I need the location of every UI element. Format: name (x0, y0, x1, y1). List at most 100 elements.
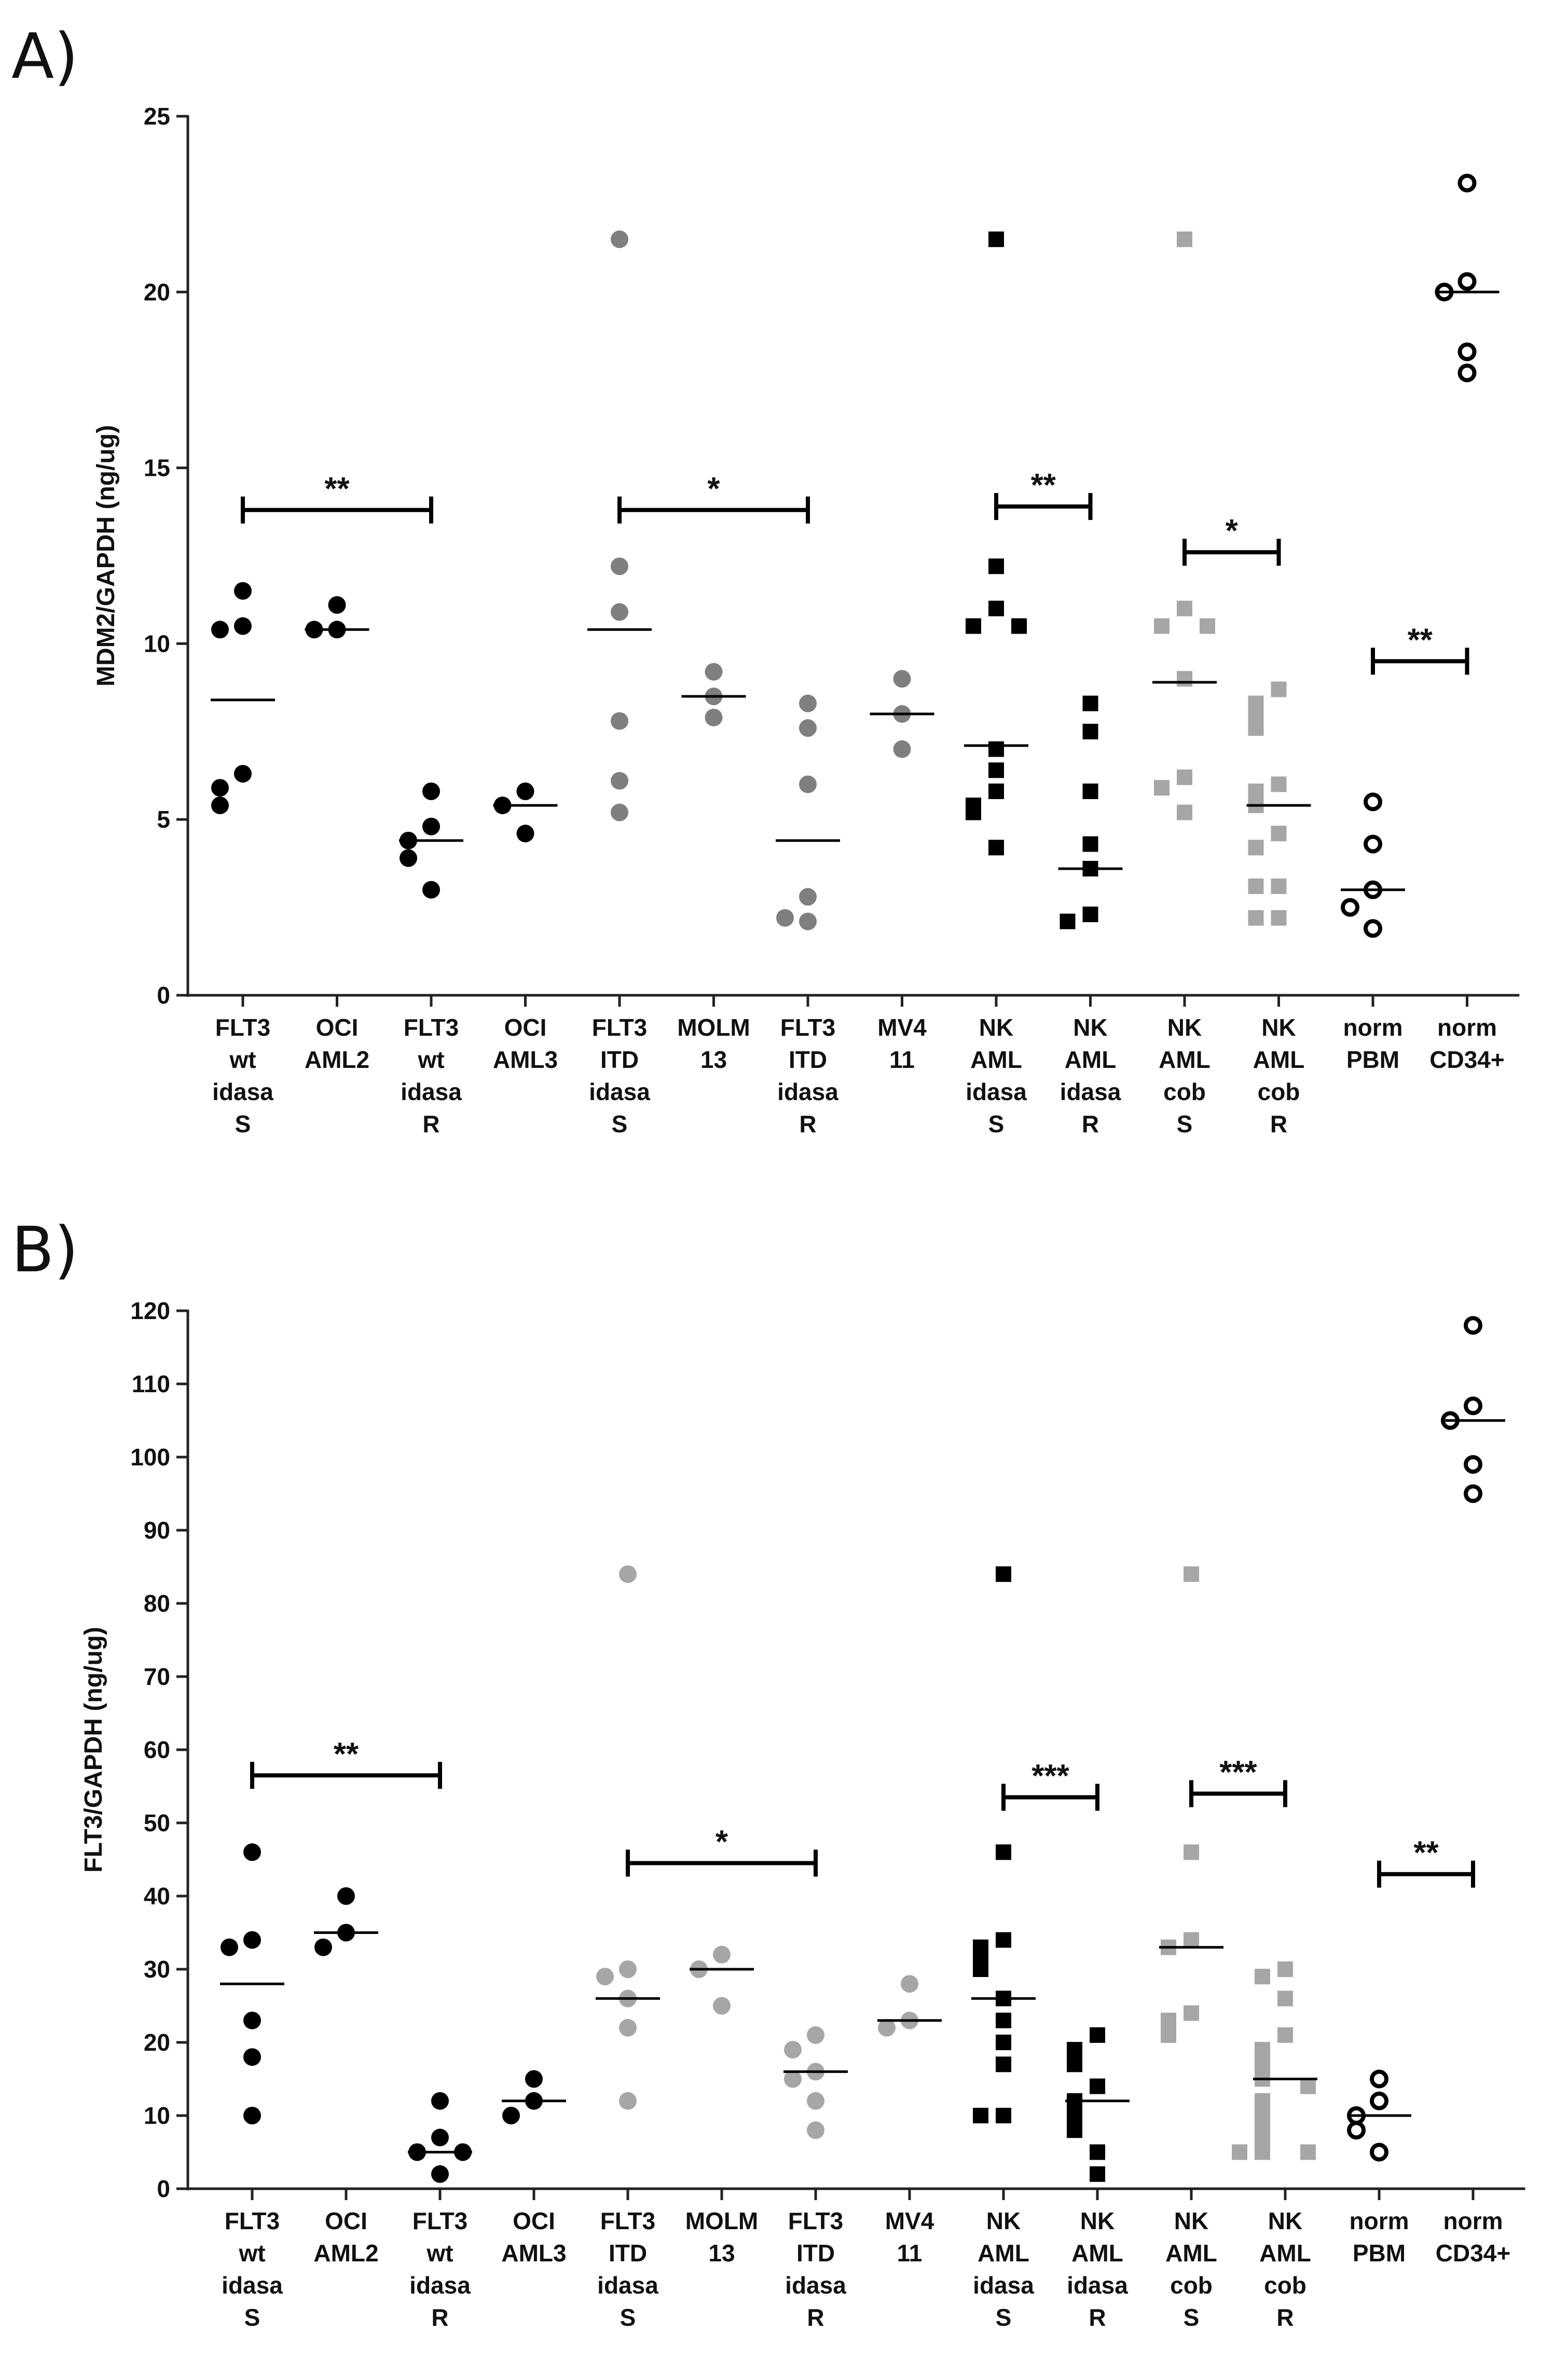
data-point-square (996, 2035, 1011, 2050)
data-point-circle (807, 2092, 824, 2110)
data-point-square (1177, 671, 1192, 687)
data-point-square (1082, 723, 1098, 739)
data-point-circle (243, 1843, 261, 1861)
data-point-square (1082, 907, 1098, 923)
panel-b-letter: B) (11, 1214, 79, 1286)
data-point-square (1248, 878, 1264, 894)
y-tick-label: 10 (144, 630, 170, 657)
x-category-label: S (1177, 1110, 1193, 1137)
x-category-label: FLT3 (788, 2207, 843, 2234)
x-category-label: AML (1253, 1046, 1305, 1073)
chart-a-mdm2: 0 5 10 15 20 25 MDM2/GAPDH (ng/ug) FLT3 wt idasa S… (92, 103, 1520, 1137)
data-point-square (1161, 2027, 1176, 2043)
data-point-square (988, 762, 1004, 778)
y-tick-label: 50 (144, 1809, 170, 1836)
data-point-open-circle (1457, 342, 1477, 361)
x-category-label: AML3 (493, 1046, 558, 1073)
x-category-label: idasa (597, 2272, 658, 2299)
x-category-label: idasa (1060, 1078, 1121, 1105)
x-category-label: AML (1159, 1046, 1211, 1073)
data-point-open-circle (1370, 2069, 1388, 2089)
data-point-square (1161, 2012, 1176, 2028)
data-point-circle (776, 909, 794, 927)
data-point-circle (431, 2165, 449, 2183)
data-point-circle (211, 779, 229, 797)
data-point-square (1255, 2144, 1270, 2160)
data-point-circle (713, 1997, 731, 2015)
data-point-square (1184, 1932, 1199, 1948)
x-category-label: idasa (222, 2272, 283, 2299)
y-tick-label: 25 (144, 103, 170, 130)
data-point-circle (799, 775, 817, 793)
x-category-label: FLT3 (215, 1014, 270, 1041)
data-point-square (1067, 2056, 1082, 2072)
data-point-circle (807, 2026, 824, 2044)
data-point-square (1271, 826, 1287, 842)
x-category-label: norm (1350, 2207, 1409, 2234)
data-point-square (1090, 2078, 1105, 2094)
x-category-label: R (431, 2304, 448, 2331)
data-point-square (1255, 2108, 1270, 2123)
y-axis-label: FLT3/GAPDH (ng/ug) (80, 1627, 107, 1873)
data-point-open-circle (1464, 1484, 1482, 1503)
data-point-circle (807, 2121, 824, 2139)
x-category-label: NK (1080, 2207, 1115, 2234)
x-category-label: CD34+ (1429, 1046, 1504, 1073)
data-point-circle (799, 694, 817, 712)
data-point-circle (713, 1945, 731, 1964)
data-point-circle (893, 670, 911, 688)
x-category-label: wt (417, 1046, 444, 1073)
y-tick-label: 0 (157, 2175, 170, 2202)
data-point-circle (611, 230, 628, 249)
x-category-label: cob (1163, 1078, 1206, 1105)
data-point-open-circle (1464, 1396, 1482, 1416)
data-point-circle (596, 1968, 614, 1986)
data-point-open-circle (1457, 272, 1477, 291)
x-category-label: S (1184, 2304, 1200, 2331)
data-point-circle (611, 712, 628, 730)
significance-label: ** (1031, 468, 1056, 503)
data-point-circle (784, 2041, 802, 2059)
x-category-label: MV4 (885, 2207, 934, 2234)
data-point-square (1011, 618, 1027, 634)
data-point-circle (516, 782, 534, 800)
data-point-square (973, 2108, 988, 2123)
data-point-square (1232, 2144, 1247, 2160)
data-point-square (988, 741, 1004, 757)
x-category-label: 11 (897, 2240, 923, 2267)
x-category-label: cob (1170, 2272, 1213, 2299)
x-category-label: S (988, 1110, 1005, 1137)
data-point-square (973, 1961, 988, 1977)
data-point-square (988, 558, 1004, 574)
x-category-label: AML (1165, 2240, 1217, 2267)
data-point-square (1255, 2130, 1270, 2146)
data-point-circle (619, 1565, 637, 1583)
x-category-label: AML (970, 1046, 1022, 1073)
data-point-open-circle (1464, 1455, 1482, 1474)
x-category-label: cob (1258, 1078, 1300, 1105)
data-point-square (1184, 1566, 1199, 1582)
x-category-label: FLT3 (225, 2207, 280, 2234)
x-category-label: R (1276, 2304, 1294, 2331)
data-point-circle (211, 621, 229, 639)
x-category-label: NK (986, 2207, 1021, 2234)
data-point-circle (799, 912, 817, 930)
data-point-square (1248, 840, 1264, 856)
data-point-circle (422, 881, 440, 899)
data-point-open-circle (1464, 1316, 1482, 1335)
data-point-circle (619, 2092, 637, 2110)
data-point-circle (893, 740, 911, 758)
y-tick-label: 120 (130, 1297, 170, 1324)
data-point-square (1060, 913, 1076, 929)
x-category-label: AML (1071, 2240, 1123, 2267)
x-category-label: MOLM (677, 1014, 750, 1041)
significance-label: *** (1219, 1755, 1257, 1791)
data-point-open-circle (1347, 2121, 1366, 2140)
x-category-label: NK (1174, 2207, 1208, 2234)
x-category-label: idasa (777, 1078, 838, 1105)
data-point-circle (799, 719, 817, 737)
data-point-square (966, 618, 981, 634)
data-point-square (1200, 618, 1215, 634)
x-category-label: AML2 (313, 2240, 378, 2267)
x-category-label: idasa (401, 1078, 462, 1105)
